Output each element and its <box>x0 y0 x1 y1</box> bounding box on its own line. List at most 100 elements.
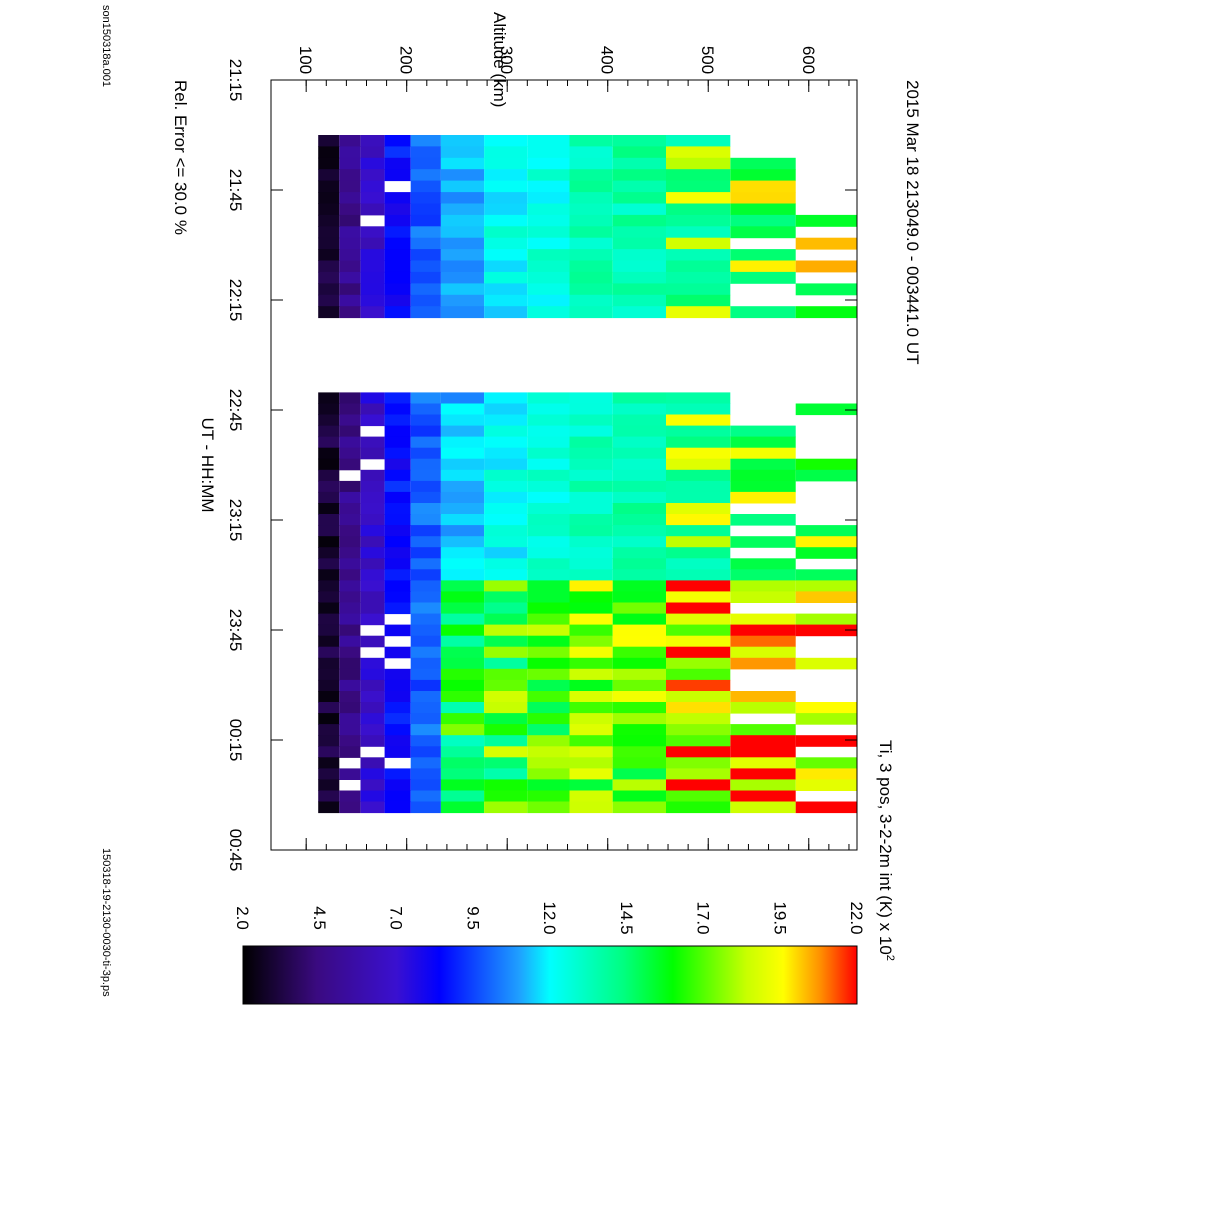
heatmap-cell <box>318 591 340 603</box>
heatmap-cell <box>384 702 411 714</box>
heatmap-cell <box>569 403 613 416</box>
heatmap-cell <box>730 757 796 769</box>
heatmap-cell <box>527 392 570 404</box>
heatmap-cell <box>410 469 441 482</box>
heatmap-cell <box>612 169 666 182</box>
heatmap-cell <box>527 249 570 261</box>
y-tick-label: 200 <box>397 46 416 74</box>
y-tick-label: 500 <box>698 46 717 74</box>
heatmap-cell <box>410 480 441 493</box>
heatmap-cell <box>730 702 796 714</box>
heatmap-cell <box>360 294 385 307</box>
heatmap-cell <box>527 713 570 725</box>
heatmap-cell <box>360 469 385 482</box>
heatmap-cell <box>612 757 666 769</box>
heatmap-cell <box>569 569 613 581</box>
heatmap-cell <box>384 169 411 182</box>
heatmap-cell <box>612 668 666 681</box>
heatmap-cell <box>318 249 340 261</box>
heatmap-cell <box>410 735 441 747</box>
heatmap-cell <box>484 135 528 147</box>
heatmap-cell <box>612 713 666 725</box>
y-tick-label: 600 <box>799 46 818 74</box>
heatmap-cell <box>384 646 411 659</box>
heatmap-cell <box>569 735 613 747</box>
heatmap-cell <box>384 260 411 273</box>
heatmap-cell <box>384 226 411 239</box>
heatmap-cell <box>484 558 528 570</box>
heatmap-cell <box>484 180 528 193</box>
heatmap-cell <box>795 469 857 482</box>
heatmap-cell <box>612 801 666 814</box>
heatmap-cell <box>666 458 731 471</box>
heatmap-cell <box>339 735 361 747</box>
heatmap-cell <box>410 569 441 581</box>
heatmap-cell <box>360 283 385 296</box>
heatmap-cell <box>484 237 528 250</box>
heatmap-cell <box>318 192 340 204</box>
heatmap-cell <box>730 801 796 814</box>
heatmap-cell <box>484 214 528 227</box>
heatmap-cell <box>339 580 361 592</box>
heatmap-cell <box>612 260 666 273</box>
heatmap-cell <box>612 580 666 592</box>
heatmap-cell <box>440 536 485 548</box>
output-file-text: 150318-19-2130-0030-ti-3p.ps <box>100 848 112 997</box>
heatmap-cell <box>318 624 340 637</box>
heatmap-cell <box>569 525 613 537</box>
heatmap-cell <box>612 724 666 736</box>
heatmap-cell <box>612 679 666 692</box>
heatmap-cell <box>384 392 411 404</box>
heatmap-cell <box>484 294 528 307</box>
heatmap-cell <box>384 768 411 780</box>
heatmap-cell <box>360 392 385 404</box>
heatmap-cell <box>410 702 441 714</box>
heatmap-cell <box>612 403 666 416</box>
heatmap-cell <box>569 425 613 438</box>
heatmap-cell <box>569 447 613 460</box>
heatmap-cell <box>384 146 411 159</box>
heatmap-cell <box>360 768 385 780</box>
heatmap-cell <box>440 525 485 537</box>
heatmap-cell <box>360 801 385 814</box>
heatmap-cell <box>527 169 570 182</box>
heatmap-cell <box>318 613 340 626</box>
heatmap-cell <box>569 226 613 239</box>
heatmap-cell <box>339 635 361 648</box>
heatmap-cell <box>795 657 857 670</box>
heatmap-cell <box>484 569 528 581</box>
heatmap-cell <box>318 306 340 319</box>
heatmap-cell <box>527 757 570 769</box>
heatmap-cell <box>384 801 411 814</box>
heatmap-cell <box>410 425 441 438</box>
heatmap-cell <box>612 790 666 803</box>
heatmap-cell <box>484 447 528 460</box>
heatmap-cell <box>527 260 570 273</box>
heatmap-cell <box>612 392 666 404</box>
heatmap-cell <box>484 635 528 648</box>
heatmap-cell <box>384 283 411 296</box>
colorbar-tick-label: 17.0 <box>694 901 713 934</box>
heatmap-cell <box>339 425 361 438</box>
heatmap-cell <box>569 306 613 319</box>
x-tick-label: 21:45 <box>226 169 245 212</box>
heatmap-cell <box>666 801 731 814</box>
heatmap-cell <box>527 580 570 592</box>
heatmap-cell <box>569 691 613 703</box>
colorbar-tick-label: 4.5 <box>310 906 329 930</box>
heatmap-cell <box>339 403 361 416</box>
heatmap-cell <box>569 436 613 449</box>
heatmap-cell <box>569 646 613 659</box>
heatmap-cell <box>569 146 613 159</box>
heatmap-cell <box>795 306 857 319</box>
heatmap-cell <box>527 536 570 548</box>
heatmap-cell <box>318 469 340 482</box>
heatmap-cell <box>339 135 361 147</box>
heatmap-cell <box>318 480 340 493</box>
colorbar-tick-label: 2.0 <box>233 906 252 930</box>
heatmap-cell <box>666 569 731 581</box>
heatmap-cell <box>410 491 441 504</box>
heatmap-cell <box>318 271 340 284</box>
heatmap-cell <box>360 536 385 548</box>
heatmap-cell <box>384 403 411 416</box>
